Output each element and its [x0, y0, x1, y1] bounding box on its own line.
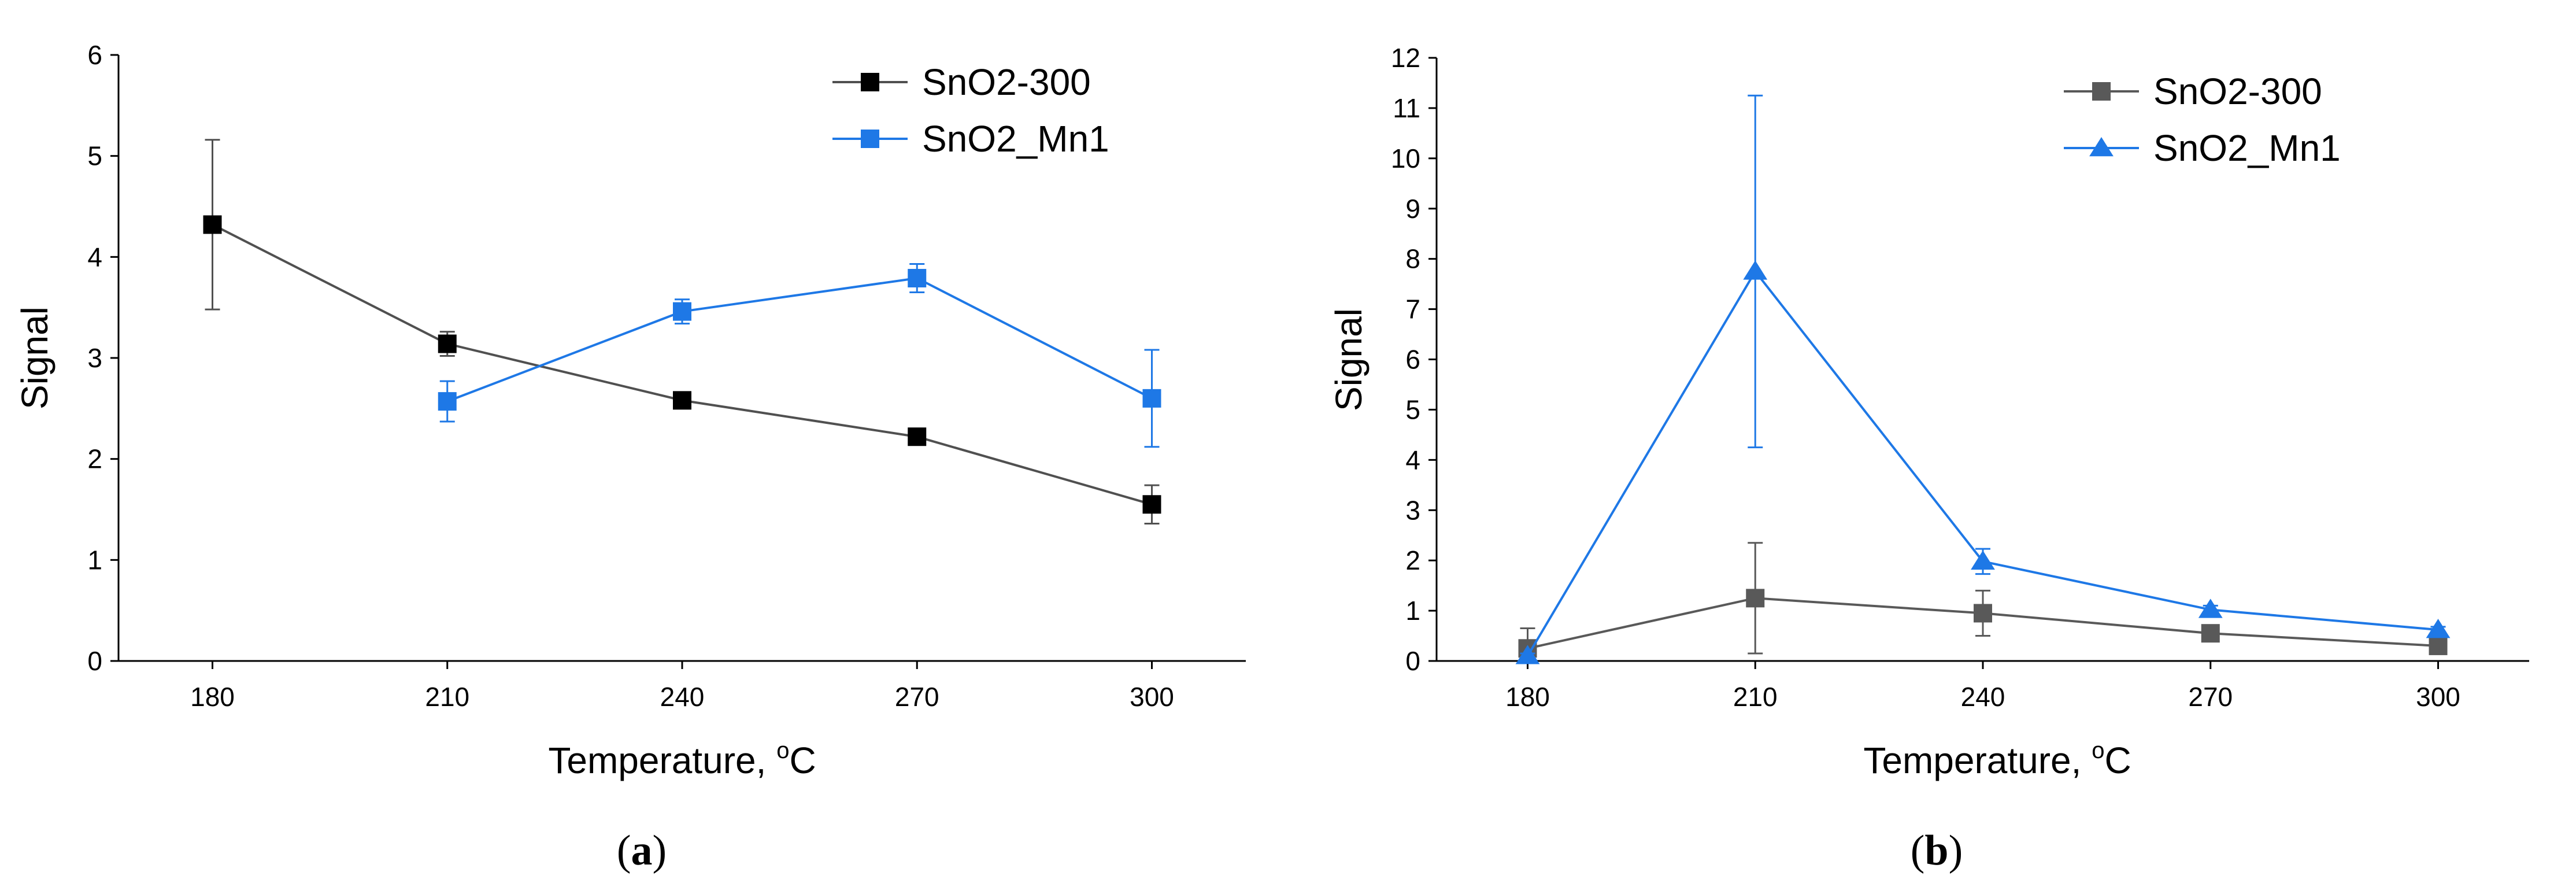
legend-entry-2: SnO2_Mn1: [832, 118, 1109, 160]
chart-b-panel-letter: b: [1924, 827, 1948, 874]
y-tick-label: 1: [1405, 596, 1420, 626]
data-point: [1743, 260, 1768, 280]
data-point: [673, 391, 691, 410]
x-tick-label: 270: [2188, 682, 2233, 712]
chart-a-x-axis-title-unit: C: [789, 740, 816, 781]
legend-entry-2: SnO2_Mn1: [2064, 127, 2341, 169]
data-point: [908, 269, 927, 288]
legend-label: SnO2_Mn1: [2153, 127, 2341, 169]
y-tick-label: 7: [1405, 294, 1420, 324]
series-line: [447, 276, 1153, 402]
series-line: [212, 223, 1153, 506]
legend-entry-1: SnO2-300: [832, 61, 1091, 103]
chart-a-panel-letter: a: [631, 827, 653, 874]
data-point: [2426, 619, 2451, 638]
chart-a-marks: 0 1 2 3 4 5 6 180 210 240 270 300 SnO2-300 SnO2_Mn1: [87, 40, 1174, 712]
y-tick-label: 3: [1405, 495, 1420, 525]
data-point: [2429, 636, 2448, 655]
x-tick-label: 270: [895, 682, 939, 712]
series-2: [1515, 94, 2451, 664]
chart-b-panel-label: (b): [1911, 827, 1963, 874]
legend-entry-1: SnO2-300: [2064, 71, 2322, 112]
data-point: [203, 215, 222, 234]
data-point: [1142, 389, 1161, 408]
y-tick-label: 6: [87, 40, 102, 70]
chart-b-y-axis-title: Signal: [1328, 308, 1370, 411]
x-tick-label: 210: [425, 682, 469, 712]
data-point: [1515, 645, 1540, 664]
x-tick-label: 240: [660, 682, 705, 712]
x-tick-label: 180: [1505, 682, 1550, 712]
chart-a-y-axis-title: Signal: [14, 306, 55, 409]
data-point: [1142, 495, 1161, 514]
y-tick-label: 11: [1393, 93, 1420, 123]
data-point: [908, 427, 927, 446]
chart-a-x-axis-title: Temperature, oC: [548, 738, 816, 781]
legend-label: SnO2_Mn1: [922, 118, 1109, 160]
legend-label: SnO2-300: [922, 61, 1091, 103]
x-tick-label: 300: [2416, 682, 2460, 712]
y-tick-label: 3: [87, 343, 102, 373]
chart-b-x-axis-title-unit: C: [2104, 740, 2131, 781]
legend-marker: [861, 130, 879, 148]
legend-marker: [861, 73, 879, 91]
y-tick-label: 2: [87, 444, 102, 474]
y-tick-label: 0: [1405, 646, 1420, 676]
y-tick-label: 5: [1405, 394, 1420, 424]
chart-a-x-axis-title-main: Temperature,: [548, 740, 776, 781]
chart-b-x-axis-title-main: Temperature,: [1863, 740, 2092, 781]
data-point: [438, 334, 457, 353]
x-tick-label: 210: [1733, 682, 1778, 712]
y-tick-label: 5: [87, 141, 102, 171]
y-tick-label: 9: [1405, 194, 1420, 224]
chart-a-x-axis-title-degree: o: [776, 738, 789, 763]
series-1: [203, 139, 1161, 524]
data-point: [438, 392, 457, 411]
x-tick-label: 300: [1130, 682, 1174, 712]
series-2: [438, 263, 1161, 448]
chart-a-panel-label: (a): [617, 827, 667, 874]
data-point: [2198, 599, 2223, 618]
data-point: [2201, 624, 2220, 643]
data-point: [1971, 550, 1995, 570]
series-1: [1518, 542, 2448, 662]
y-tick-label: 2: [1405, 545, 1420, 575]
legend-marker: [2092, 82, 2111, 101]
legend-label: SnO2-300: [2153, 71, 2322, 112]
chart-panel-a: 0 1 2 3 4 5 6 180 210 240 270 300 SnO2-300 SnO2_Mn1 S…: [14, 40, 1246, 874]
y-tick-label: 4: [87, 242, 102, 272]
y-tick-label: 6: [1405, 345, 1420, 375]
data-point: [1746, 589, 1765, 608]
x-tick-label: 180: [190, 682, 235, 712]
y-tick-label: 10: [1391, 143, 1420, 173]
legend-marker: [2089, 137, 2114, 157]
y-tick-label: 8: [1405, 244, 1420, 274]
data-point: [1974, 604, 1992, 623]
x-tick-label: 240: [1961, 682, 2005, 712]
y-tick-label: 12: [1391, 43, 1420, 73]
y-tick-label: 0: [87, 646, 102, 676]
y-tick-label: 4: [1405, 445, 1420, 475]
y-tick-label: 1: [87, 545, 102, 575]
data-point: [673, 302, 691, 321]
chart-b-x-axis-title-degree: o: [2092, 738, 2104, 763]
chart-b-x-axis-title: Temperature, oC: [1863, 738, 2131, 781]
